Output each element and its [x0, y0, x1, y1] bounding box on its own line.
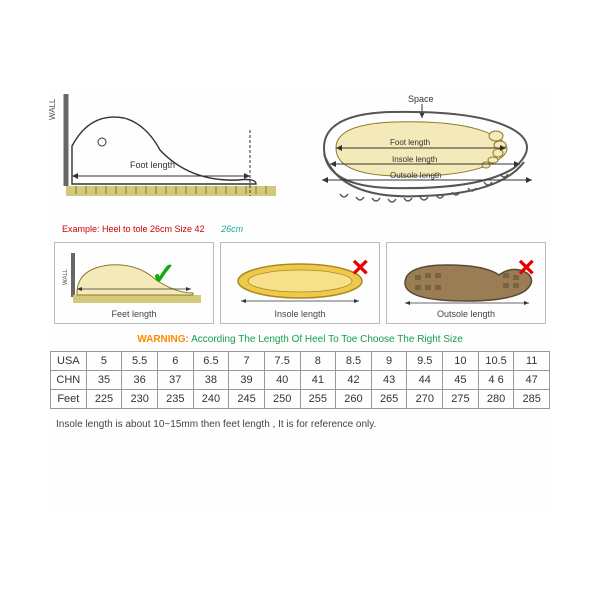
size-cell: 260 — [336, 390, 372, 409]
top-diagram-row: WALL — [50, 90, 550, 220]
box-caption: Feet length — [111, 309, 156, 319]
size-table: USA55.566.577.588.599.51010.511CHN353637… — [50, 351, 550, 409]
warning-line: WARNING: According The Length Of Heel To… — [50, 334, 550, 345]
svg-text:Foot length: Foot length — [390, 138, 430, 147]
size-table-body: USA55.566.577.588.599.51010.511CHN353637… — [51, 352, 550, 409]
warning-label: WARNING: — [137, 334, 189, 345]
size-cell: 250 — [264, 390, 300, 409]
example-text: Example: Heel to tole 26cm Size 42 — [62, 224, 205, 234]
table-row: Feet225230235240245250255260265270275280… — [51, 390, 550, 409]
size-cell: 36 — [122, 371, 158, 390]
size-cell: 285 — [514, 390, 550, 409]
box-feet-length: WALL ✓ Feet length — [54, 242, 214, 324]
diagram-shoe-top: Space — [300, 90, 550, 220]
size-cell: 10 — [443, 352, 479, 371]
size-cell: 39 — [229, 371, 265, 390]
box-caption: Insole length — [274, 309, 325, 319]
check-icon: ✓ — [151, 257, 176, 292]
row-label: Feet — [51, 390, 87, 409]
example-value: 26cm — [221, 224, 243, 234]
svg-text:Outsole length: Outsole length — [390, 171, 442, 180]
size-cell: 270 — [407, 390, 443, 409]
size-cell: 7 — [229, 352, 265, 371]
size-cell: 38 — [193, 371, 229, 390]
size-cell: 8.5 — [336, 352, 372, 371]
size-cell: 9 — [371, 352, 407, 371]
size-cell: 6.5 — [193, 352, 229, 371]
size-cell: 42 — [336, 371, 372, 390]
size-cell: 4 6 — [478, 371, 514, 390]
size-cell: 5.5 — [122, 352, 158, 371]
row-label: CHN — [51, 371, 87, 390]
foot-length-text-1: Foot length — [130, 160, 175, 170]
size-cell: 40 — [264, 371, 300, 390]
size-cell: 255 — [300, 390, 336, 409]
size-cell: 225 — [86, 390, 122, 409]
cross-icon: × — [351, 251, 369, 285]
box-caption: Outsole length — [437, 309, 495, 319]
size-cell: 230 — [122, 390, 158, 409]
size-cell: 245 — [229, 390, 265, 409]
diagram-foot-side: WALL — [50, 90, 300, 220]
size-cell: 41 — [300, 371, 336, 390]
size-cell: 47 — [514, 371, 550, 390]
box-outsole-length: × Outsole length — [386, 242, 546, 324]
svg-text:WALL: WALL — [63, 268, 69, 285]
size-cell: 10.5 — [478, 352, 514, 371]
svg-text:Space: Space — [408, 94, 434, 104]
example-line: Example: Heel to tole 26cm Size 42 26cm — [50, 224, 550, 234]
size-cell: 37 — [157, 371, 193, 390]
footnote: Insole length is about 10~15mm then feet… — [50, 419, 550, 430]
size-cell: 235 — [157, 390, 193, 409]
size-cell: 5 — [86, 352, 122, 371]
svg-text:Insole length: Insole length — [392, 155, 437, 164]
size-cell: 7.5 — [264, 352, 300, 371]
size-cell: 44 — [407, 371, 443, 390]
size-cell: 35 — [86, 371, 122, 390]
warning-text: According The Length Of Heel To Toe Choo… — [191, 334, 463, 345]
cross-icon: × — [517, 251, 535, 285]
method-boxes-row: WALL ✓ Feet length × Insole length — [50, 242, 550, 324]
table-row: USA55.566.577.588.599.51010.511 — [51, 352, 550, 371]
size-cell: 240 — [193, 390, 229, 409]
table-row: CHN35363738394041424344454 647 — [51, 371, 550, 390]
size-cell: 275 — [443, 390, 479, 409]
row-label: USA — [51, 352, 87, 371]
size-cell: 8 — [300, 352, 336, 371]
size-cell: 9.5 — [407, 352, 443, 371]
size-cell: 265 — [371, 390, 407, 409]
box-insole-length: × Insole length — [220, 242, 380, 324]
size-cell: 45 — [443, 371, 479, 390]
wall-label: WALL — [48, 99, 57, 121]
size-cell: 11 — [514, 352, 550, 371]
size-cell: 43 — [371, 371, 407, 390]
size-cell: 280 — [478, 390, 514, 409]
size-cell: 6 — [157, 352, 193, 371]
infographic-canvas: WALL — [50, 90, 550, 510]
